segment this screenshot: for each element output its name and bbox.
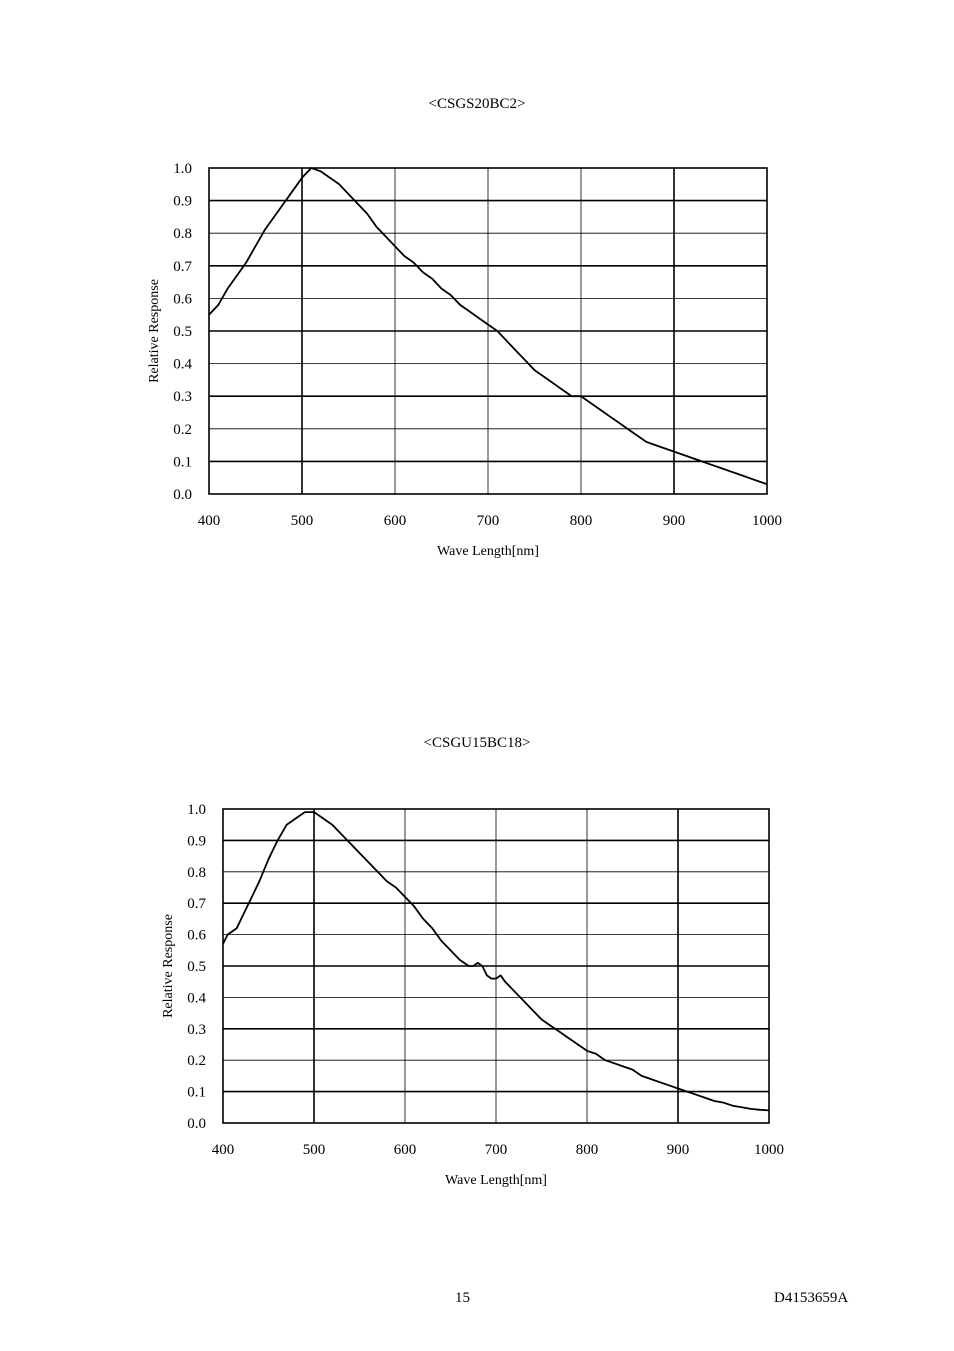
x-tick-label: 600 bbox=[384, 513, 407, 529]
x-tick-label: 700 bbox=[485, 1142, 508, 1158]
x-tick-label: 700 bbox=[477, 513, 500, 529]
y-tick-label: 0.3 bbox=[173, 389, 192, 405]
response-chart-2: 0.0 0.1 0.2 0.3 0.4 0.5 0.6 0.7 0.8 0.9 1.0 400 500 6… bbox=[161, 802, 784, 1188]
y-tick-label: 0.7 bbox=[173, 259, 192, 275]
y-tick-label: 0.1 bbox=[173, 454, 192, 470]
y-tick-label: 0.2 bbox=[187, 1053, 206, 1069]
y-tick-label: 0.9 bbox=[187, 833, 206, 849]
y-tick-label: 0.5 bbox=[187, 959, 206, 975]
y-tick-label: 0.3 bbox=[187, 1022, 206, 1038]
x-tick-label: 400 bbox=[212, 1142, 235, 1158]
y-tick-label: 0.6 bbox=[187, 928, 206, 944]
y-tick-label: 0.4 bbox=[173, 357, 192, 373]
y-tick-label: 0.6 bbox=[173, 291, 192, 307]
series-line-2 bbox=[222, 811, 770, 1112]
y-tick-label: 0.4 bbox=[187, 990, 206, 1006]
y-tick-label: 0.1 bbox=[187, 1085, 206, 1101]
y-axis-label: Relative Response bbox=[147, 279, 162, 383]
y-axis-label: Relative Response bbox=[161, 914, 176, 1018]
document-id: D4153659A bbox=[774, 1290, 849, 1306]
x-tick-label: 500 bbox=[291, 513, 314, 529]
x-tick-label: 400 bbox=[198, 513, 221, 529]
y-tick-label: 0.5 bbox=[173, 324, 192, 340]
response-chart-1: 0.0 0.1 0.2 0.3 0.4 0.5 0.6 0.7 0.8 0.9 1.0 400 500 6… bbox=[147, 161, 782, 559]
y-tick-label: 0.8 bbox=[187, 865, 206, 881]
x-tick-label: 800 bbox=[576, 1142, 599, 1158]
x-tick-label: 500 bbox=[303, 1142, 326, 1158]
x-tick-label: 900 bbox=[663, 513, 686, 529]
y-tick-label: 0.0 bbox=[173, 487, 192, 503]
y-tick-label: 0.7 bbox=[187, 896, 206, 912]
x-tick-label: 900 bbox=[667, 1142, 690, 1158]
series-line-1 bbox=[208, 167, 768, 486]
plot-frame bbox=[222, 808, 770, 1124]
x-tick-label: 600 bbox=[394, 1142, 417, 1158]
y-tick-label: 1.0 bbox=[173, 161, 192, 177]
page-number: 15 bbox=[455, 1290, 470, 1306]
x-axis-label: Wave Length[nm] bbox=[437, 544, 539, 559]
chart-title-1: <CSGS20BC2> bbox=[428, 96, 526, 112]
y-tick-label: 0.9 bbox=[173, 194, 192, 210]
plot-frame bbox=[208, 167, 768, 495]
x-tick-label: 1000 bbox=[754, 1142, 784, 1158]
y-tick-label: 1.0 bbox=[187, 802, 206, 818]
chart-title-2: <CSGU15BC18> bbox=[423, 735, 531, 751]
y-tick-label: 0.8 bbox=[173, 226, 192, 242]
x-axis-label: Wave Length[nm] bbox=[445, 1173, 547, 1188]
y-tick-label: 0.0 bbox=[187, 1116, 206, 1132]
x-tick-label: 1000 bbox=[752, 513, 782, 529]
y-tick-label: 0.2 bbox=[173, 422, 192, 438]
x-tick-label: 800 bbox=[570, 513, 593, 529]
